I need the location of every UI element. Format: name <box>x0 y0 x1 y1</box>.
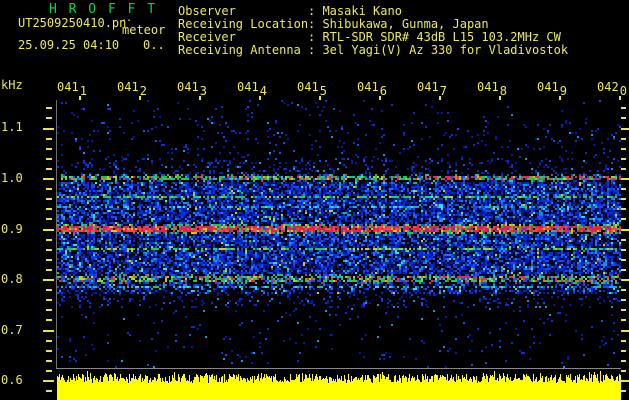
spectrogram-canvas <box>57 100 621 368</box>
signal-level-canvas <box>57 369 621 400</box>
